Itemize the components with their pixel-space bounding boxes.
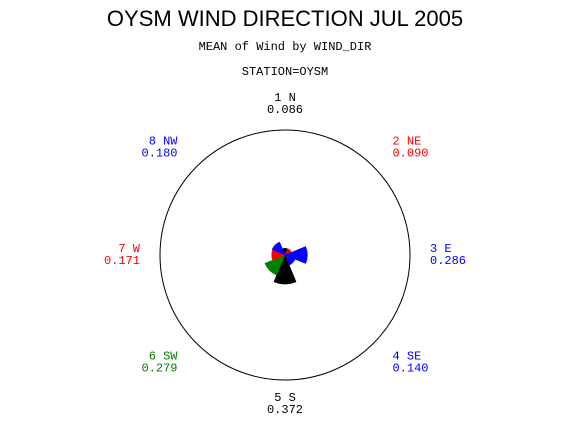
outer-circle: [159, 129, 411, 381]
direction-label: 3 E: [430, 242, 452, 256]
value-label: 0.372: [267, 403, 303, 417]
value-label: 0.180: [142, 147, 178, 161]
wedge: [273, 254, 297, 285]
value-label: 0.140: [392, 362, 428, 376]
value-label: 0.086: [267, 103, 303, 117]
group-label: STATION=OYSM: [242, 65, 328, 79]
wedge: [271, 241, 286, 256]
value-label: 0.171: [104, 254, 140, 268]
value-label: 0.286: [430, 254, 466, 268]
direction-label: 5 S: [274, 391, 296, 405]
direction-label: 4 SE: [392, 350, 421, 364]
value-label: 0.279: [142, 362, 178, 376]
wedge: [284, 246, 308, 264]
direction-label: 6 SW: [149, 350, 179, 364]
wedge: [264, 254, 286, 276]
chart-subtitle: MEAN of Wind by WIND_DIR: [199, 40, 372, 54]
direction-label: 2 NE: [392, 135, 421, 149]
direction-label: 7 W: [118, 242, 140, 256]
chart-title: OYSM WIND DIRECTION JUL 2005: [107, 6, 463, 31]
direction-label: 8 NW: [149, 135, 179, 149]
value-label: 0.090: [392, 147, 428, 161]
direction-label: 1 N: [274, 91, 296, 105]
